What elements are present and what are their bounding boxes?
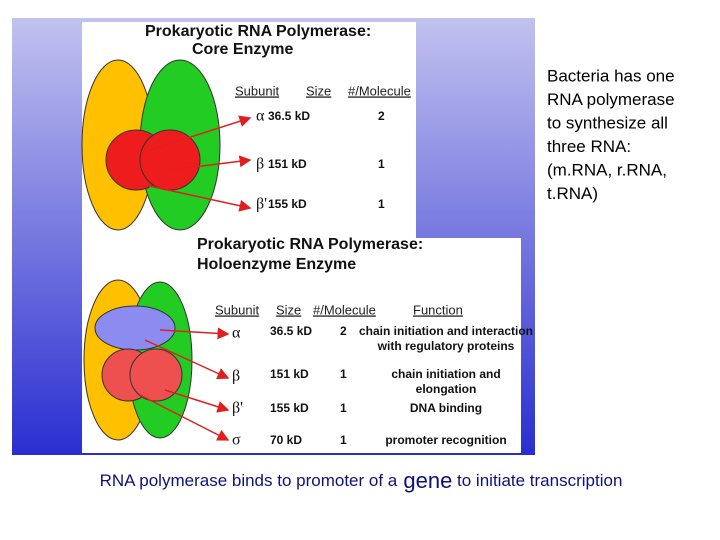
- caption-emphasis: gene: [397, 468, 452, 493]
- subunit: β: [256, 156, 264, 173]
- size: 151 kD: [268, 157, 307, 171]
- core-illustration: [81, 59, 252, 231]
- count: 2: [378, 109, 385, 123]
- function: elongation: [416, 382, 477, 396]
- side-note: Bacteria has one: [547, 66, 675, 85]
- subunit: β': [232, 400, 243, 417]
- function: chain initiation and interaction: [359, 324, 533, 338]
- subunit: β': [256, 196, 267, 213]
- subunit: β: [232, 368, 240, 385]
- column-header: Subunit: [235, 83, 279, 98]
- subunit: σ: [232, 432, 241, 449]
- column-header: Subunit: [215, 302, 259, 317]
- column-header: #/Molecule: [313, 302, 376, 317]
- side-note: three RNA:: [547, 137, 631, 156]
- function: promoter recognition: [385, 433, 506, 447]
- panel-title: Prokaryotic RNA Polymerase:: [197, 236, 423, 253]
- panel-title: Prokaryotic RNA Polymerase:: [145, 23, 371, 40]
- side-note: t.RNA): [547, 184, 598, 203]
- count: 2: [340, 324, 347, 338]
- count: 1: [340, 433, 347, 447]
- count: 1: [340, 367, 347, 381]
- function: chain initiation and: [391, 367, 500, 381]
- size: 36.5 kD: [270, 324, 312, 338]
- column-header: #/Molecule: [348, 83, 411, 98]
- function: with regulatory proteins: [377, 339, 515, 353]
- size: 155 kD: [268, 197, 307, 211]
- column-header: Function: [413, 302, 463, 317]
- subunit: α: [256, 108, 265, 125]
- holo-illustration: [83, 279, 230, 441]
- function: DNA binding: [410, 401, 482, 415]
- size: 36.5 kD: [268, 109, 310, 123]
- caption-before: RNA polymerase binds to promoter of a: [100, 471, 398, 490]
- size: 151 kD: [270, 367, 309, 381]
- panel-title: Holoenzyme Enzyme: [197, 256, 356, 273]
- side-note: RNA polymerase: [547, 90, 675, 109]
- size: 70 kD: [270, 433, 302, 447]
- caption-after: to initiate transcription: [452, 471, 622, 490]
- count: 1: [340, 401, 347, 415]
- count: 1: [378, 157, 385, 171]
- panel-title: Core Enzyme: [192, 41, 293, 58]
- column-header: Size: [276, 302, 301, 317]
- count: 1: [378, 197, 385, 211]
- side-note: to synthesize all: [547, 113, 668, 132]
- side-note: (m.RNA, r.RNA,: [547, 160, 667, 179]
- column-header: Size: [306, 83, 331, 98]
- caption: RNA polymerase binds to promoter of a ge…: [100, 468, 623, 493]
- size: 155 kD: [270, 401, 309, 415]
- subunit: α: [232, 325, 241, 342]
